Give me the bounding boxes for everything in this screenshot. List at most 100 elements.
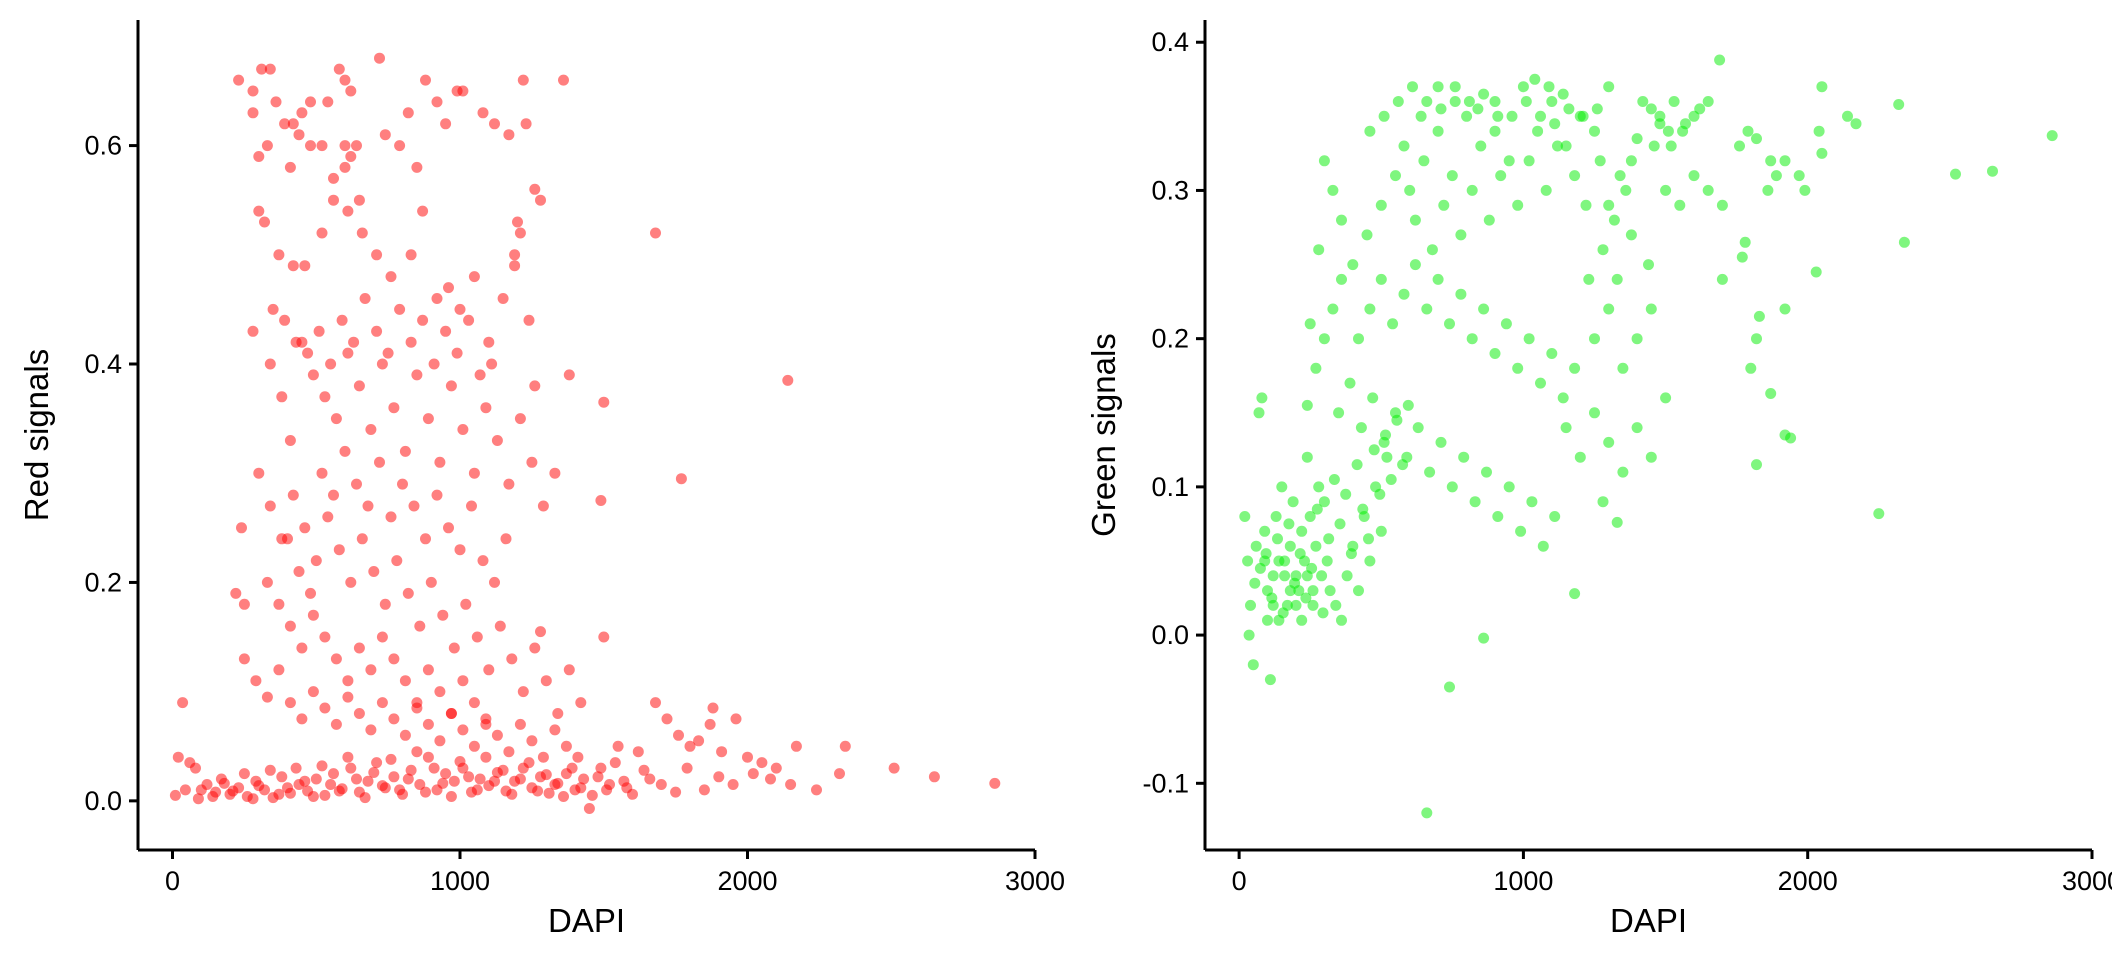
green-signals-point — [1318, 496, 1330, 508]
green-signals-point — [1424, 466, 1436, 478]
green-signals-point — [1614, 170, 1626, 182]
red-signals-point — [238, 598, 250, 610]
red-signals-point — [693, 735, 705, 747]
red-signals-point — [362, 500, 374, 512]
green-signals-point — [1665, 140, 1677, 152]
red-signals-point — [466, 500, 477, 512]
red-signals-point — [785, 779, 797, 790]
red-signals-point — [319, 789, 331, 801]
green-signals-point — [1765, 155, 1777, 167]
red-signals-point — [811, 784, 822, 796]
red-signals-point — [454, 756, 466, 767]
green-signals-point — [1680, 118, 1691, 130]
red-signals-point — [431, 489, 443, 501]
green-signals-point — [1702, 96, 1714, 107]
red-signals-point — [595, 495, 607, 506]
green-signals-point — [1694, 103, 1706, 115]
red-signals-point — [379, 129, 391, 141]
red-signals-point — [575, 697, 587, 709]
green-signals-point — [1328, 474, 1340, 485]
red-signals-point — [422, 751, 434, 763]
red-signals-point — [684, 740, 696, 752]
red-signals-point — [261, 691, 273, 703]
green-signals-point — [1560, 422, 1572, 434]
red-signals-point — [287, 489, 299, 501]
red-signals-point — [411, 746, 423, 758]
green-signals-point — [1316, 570, 1328, 582]
red-signals-point — [422, 718, 434, 730]
red-signals-point — [273, 598, 285, 610]
red-signals-y-tick-label: 0.4 — [84, 349, 122, 379]
red-signals-point — [307, 686, 319, 698]
green-signals-point — [1390, 170, 1401, 182]
red-signals-point — [434, 456, 446, 468]
red-signals-point — [290, 762, 302, 774]
red-signals-point — [290, 336, 302, 348]
green-signals-point — [1301, 451, 1313, 463]
red-signals-point — [411, 369, 423, 381]
red-signals-point — [526, 735, 538, 747]
green-signals-point — [1398, 140, 1410, 152]
green-signals-point — [1589, 333, 1600, 345]
red-signals-point — [359, 293, 371, 304]
red-signals-point — [330, 413, 342, 425]
red-signals-point — [365, 724, 377, 736]
red-signals-point — [218, 777, 230, 789]
red-signals-point — [489, 576, 500, 588]
red-signals-point — [713, 771, 725, 783]
red-signals-point — [428, 358, 440, 370]
red-signals-point — [661, 713, 673, 725]
red-signals-point — [230, 587, 242, 599]
green-signals-point — [1813, 125, 1825, 137]
red-signals-point — [497, 293, 509, 304]
red-signals-point — [716, 746, 728, 758]
red-signals-point — [328, 172, 339, 184]
green-signals-point — [1850, 118, 1862, 130]
green-signals-point — [1617, 362, 1629, 374]
green-signals-point — [1810, 266, 1822, 278]
green-signals-point — [1574, 451, 1586, 463]
red-signals-point — [250, 675, 262, 687]
red-signals-point — [238, 768, 250, 780]
red-signals-point — [742, 751, 753, 763]
red-signals-point — [296, 713, 308, 725]
green-signals-point — [1340, 488, 1352, 500]
red-signals-point — [440, 118, 452, 130]
green-signals-point — [1327, 303, 1339, 315]
red-signals-point — [489, 775, 500, 787]
green-signals-point — [1662, 125, 1674, 137]
red-signals-point — [457, 724, 469, 736]
green-signals-point — [1458, 451, 1470, 463]
green-signals-point — [1611, 273, 1623, 285]
green-signals-point — [1449, 96, 1461, 107]
red-signals-point — [259, 216, 270, 228]
green-signals-point — [1734, 140, 1745, 152]
red-signals-point — [385, 271, 397, 283]
green-signals-point — [1745, 362, 1757, 374]
red-signals-point — [583, 803, 595, 814]
green-signals-point — [1243, 629, 1255, 641]
red-signals-point — [411, 697, 423, 709]
green-signals-point — [1432, 273, 1444, 285]
green-signals-point — [1390, 407, 1401, 419]
red-signals-point — [417, 314, 429, 326]
green-signals-point — [1478, 303, 1490, 315]
red-signals-point — [385, 511, 397, 523]
green-signals-point — [1455, 229, 1467, 241]
red-signals-point — [500, 533, 512, 545]
green-signals-point — [1327, 184, 1339, 196]
green-signals-point — [1543, 81, 1555, 93]
green-signals-point — [1435, 436, 1447, 448]
green-signals-point — [1267, 599, 1279, 611]
red-signals-point — [443, 282, 454, 294]
red-signals-point — [471, 631, 483, 643]
green-signals-point — [1313, 244, 1325, 256]
green-signals-point — [1432, 125, 1444, 137]
green-signals-point — [1637, 96, 1649, 107]
red-signals-point — [273, 788, 285, 800]
green-signals-point — [1398, 288, 1410, 300]
red-signals-point — [264, 63, 276, 75]
red-signals-point — [443, 522, 454, 534]
red-signals-y-tick-label: 0.2 — [84, 567, 122, 597]
green-signals-point — [1375, 199, 1387, 211]
